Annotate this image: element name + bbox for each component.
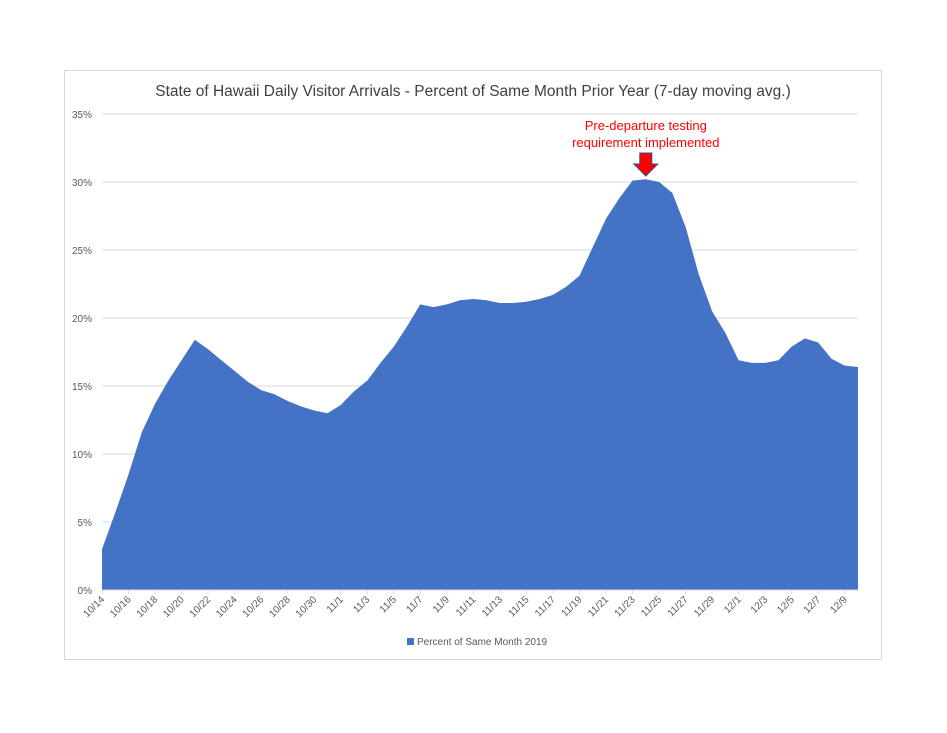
x-tick-label: 10/28 (267, 594, 293, 620)
legend-label: Percent of Same Month 2019 (417, 637, 548, 648)
y-tick-label: 30% (72, 178, 92, 189)
x-tick-label: 11/23 (613, 594, 638, 619)
y-tick-label: 25% (72, 246, 92, 257)
x-tick-label: 12/9 (828, 594, 850, 616)
y-tick-label: 10% (72, 450, 92, 461)
x-tick-label: 11/15 (507, 594, 532, 619)
annotation-line-2: requirement implemented (572, 135, 719, 150)
chart-title: State of Hawaii Daily Visitor Arrivals -… (155, 83, 790, 100)
y-tick-label: 20% (72, 314, 92, 325)
annotation-line-1: Pre-departure testing (585, 118, 707, 133)
chart-frame (64, 70, 882, 660)
x-tick-label: 11/9 (431, 594, 452, 615)
x-tick-label: 11/1 (325, 594, 346, 615)
area-series (102, 179, 858, 591)
x-tick-label: 10/14 (82, 594, 108, 620)
down-arrow-icon (632, 152, 659, 177)
x-tick-label: 11/11 (454, 594, 479, 619)
x-tick-label: 12/5 (775, 594, 797, 616)
x-tick-label: 10/26 (241, 594, 267, 620)
x-tick-label: 10/22 (188, 594, 214, 620)
x-tick-label: 11/13 (480, 594, 505, 619)
x-tick-label: 10/16 (108, 594, 134, 620)
x-tick-label: 11/17 (533, 594, 558, 619)
x-tick-label: 10/20 (161, 594, 187, 620)
x-tick-label: 10/30 (294, 594, 320, 620)
legend-swatch (407, 638, 414, 645)
x-tick-label: 11/3 (351, 594, 372, 615)
x-tick-label: 12/7 (802, 594, 824, 616)
x-tick-label: 11/27 (666, 594, 691, 619)
y-tick-label: 5% (78, 518, 93, 529)
x-tick-label: 11/29 (692, 594, 717, 619)
x-tick-label: 11/5 (378, 594, 399, 615)
y-tick-label: 15% (72, 382, 92, 393)
x-tick-label: 12/3 (749, 594, 771, 616)
y-tick-label: 0% (78, 586, 93, 597)
x-tick-label: 11/25 (639, 594, 664, 619)
x-tick-label: 10/18 (135, 594, 161, 620)
y-tick-label: 35% (72, 110, 92, 121)
x-tick-label: 11/7 (404, 594, 425, 615)
x-tick-label: 11/21 (586, 594, 611, 619)
x-tick-label: 10/24 (214, 594, 240, 620)
x-tick-label: 11/19 (560, 594, 585, 619)
x-tick-label: 12/1 (722, 594, 744, 616)
